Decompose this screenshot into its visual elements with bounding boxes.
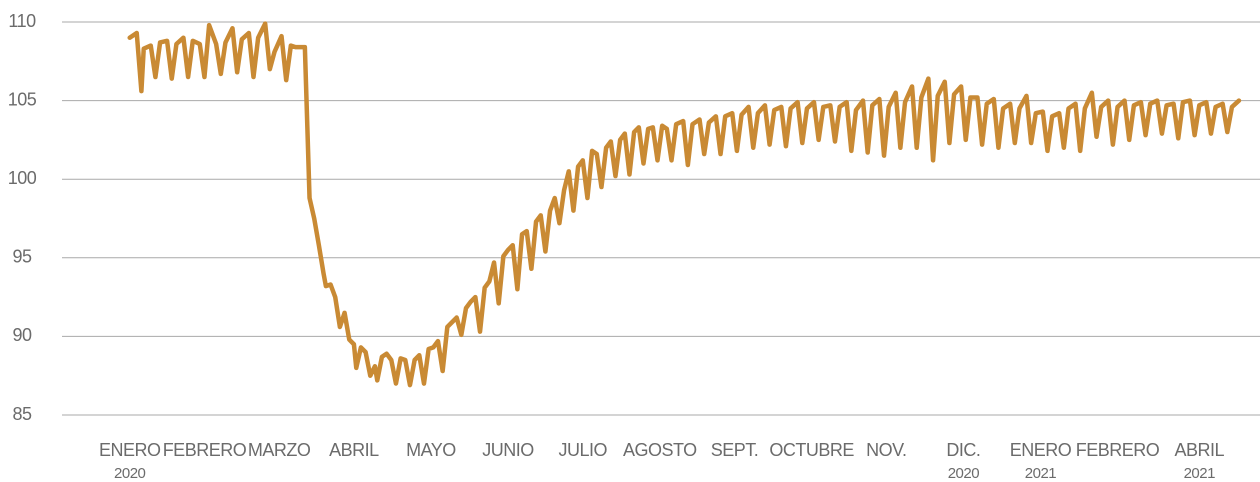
x-tick-label: FEBRERO: [1076, 440, 1160, 460]
x-tick-label: JUNIO: [482, 440, 534, 460]
x-tick-label: NOV.: [866, 440, 906, 460]
x-tick-label: OCTUBRE: [769, 440, 854, 460]
x-tick-label: DIC.: [946, 440, 980, 460]
x-tick-label: ENERO: [1010, 440, 1072, 460]
x-tick-sublabel: 2020: [948, 465, 980, 482]
y-tick-label: 85: [12, 404, 32, 424]
y-tick-label: 90: [12, 325, 32, 345]
x-tick-label: SEPT.: [711, 440, 759, 460]
x-tick-sublabel: 2021: [1025, 465, 1057, 482]
x-tick-label: FEBRERO: [163, 440, 247, 460]
x-tick-label: ABRIL: [1175, 440, 1225, 460]
x-tick-label: AGOSTO: [623, 440, 697, 460]
x-tick-sublabel: 2020: [114, 465, 146, 482]
y-tick-label: 105: [8, 89, 37, 109]
x-tick-label: JULIO: [559, 440, 608, 460]
x-tick-label: ABRIL: [329, 440, 379, 460]
x-tick-sublabel: 2021: [1184, 465, 1216, 482]
x-tick-label: ENERO: [99, 440, 161, 460]
x-tick-label: MARZO: [248, 440, 311, 460]
y-tick-label: 95: [12, 247, 32, 267]
x-tick-label: MAYO: [406, 440, 456, 460]
y-tick-label: 100: [8, 168, 37, 188]
line-series: [127, 21, 1242, 388]
y-tick-label: 110: [8, 11, 36, 31]
